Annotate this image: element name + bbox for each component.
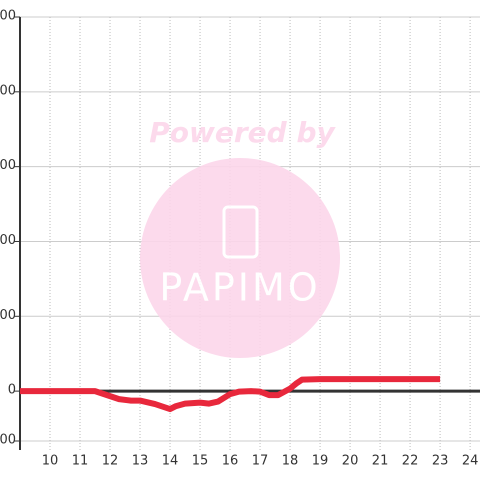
x-tick-label: 19	[312, 454, 329, 469]
x-tick-label: 12	[102, 454, 119, 469]
x-tick-label: 16	[222, 454, 239, 469]
x-tick-label: 18	[282, 454, 299, 469]
watermark-logo: PAPIMO	[159, 266, 320, 310]
x-tick-label: 15	[192, 454, 209, 469]
x-tick-label: 10	[42, 454, 59, 469]
watermark-text: Powered by	[149, 116, 336, 149]
y-tick-label: 0	[8, 383, 16, 398]
x-tick-label: 23	[432, 454, 449, 469]
line	[20, 376, 441, 413]
x-tick-label: 14	[162, 454, 179, 469]
y-tick-label: 120,000	[0, 83, 16, 98]
y-tick-label: 30,000	[0, 308, 16, 323]
y-tick-label: 150,000	[0, 9, 16, 24]
x-tick-label: 17	[252, 454, 269, 469]
y-tick-label: 60,000	[0, 233, 16, 248]
y-tick-label: 90,000	[0, 158, 16, 173]
x-tick-label: 11	[72, 454, 89, 469]
watermark-phone	[222, 205, 259, 259]
x-tick-label: 24	[462, 454, 479, 469]
x-tick-label: 22	[402, 454, 419, 469]
x-tick-label: 20	[342, 454, 359, 469]
x-tick-label: 21	[372, 454, 389, 469]
watermark: Powered by PAPIMO	[140, 116, 340, 358]
x-tick-label: 13	[132, 454, 149, 469]
y-tick-label: -20,000	[0, 433, 16, 448]
